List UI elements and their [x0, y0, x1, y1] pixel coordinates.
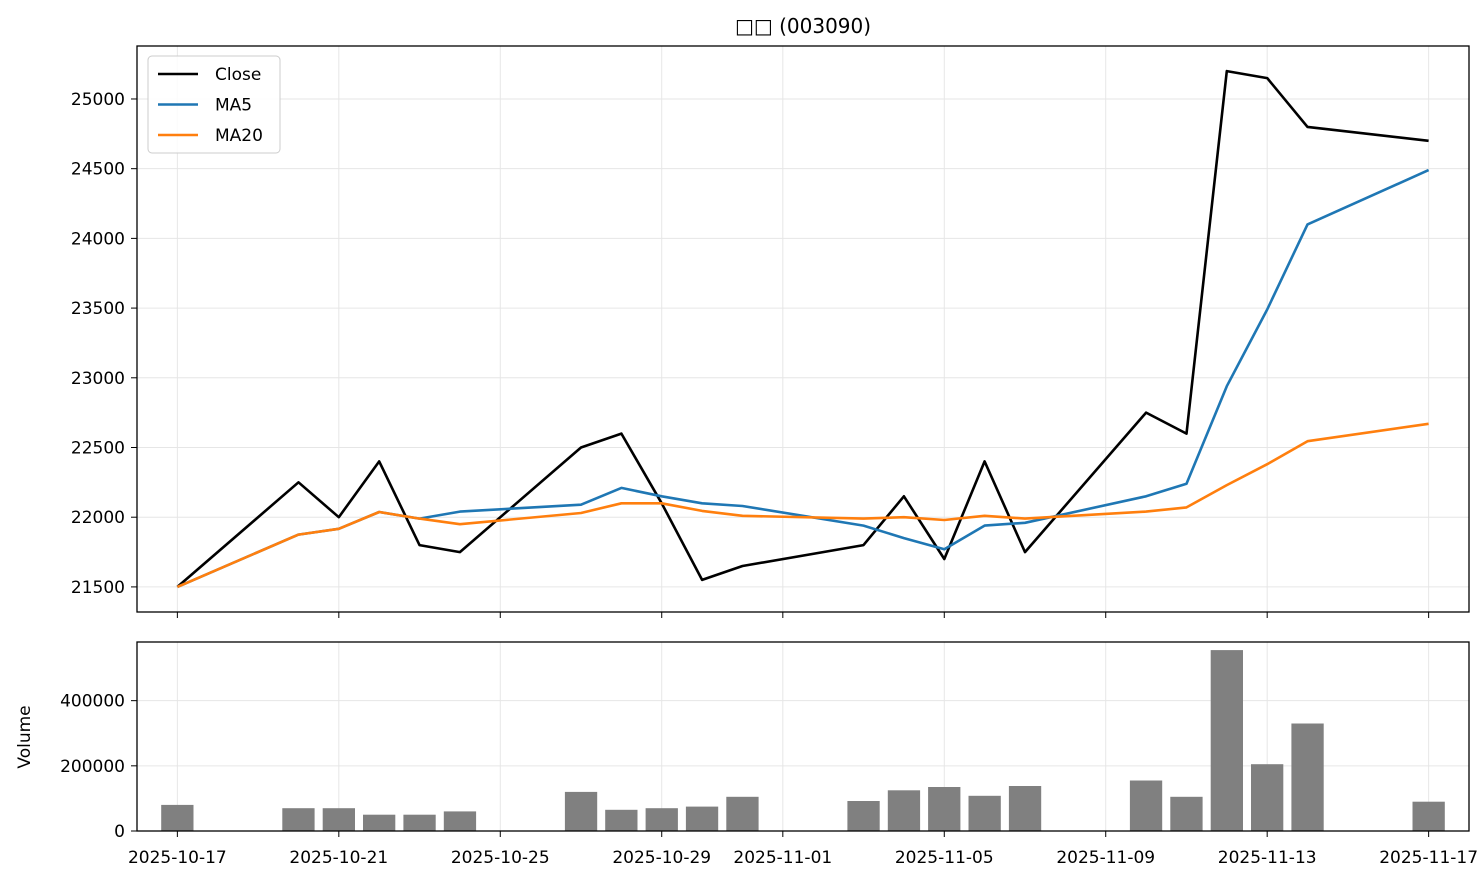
- x-tick-label: 2025-11-05: [895, 848, 994, 868]
- volume-bar: [161, 804, 194, 831]
- series-line-ma5: [176, 168, 1430, 589]
- price-gridlines: [137, 46, 1469, 612]
- price-series: [176, 69, 1430, 589]
- x-tick-label: 2025-11-01: [733, 848, 832, 868]
- volume-axes-frame: [136, 641, 1470, 832]
- volume-y-ticks: 0 200000 400000: [60, 692, 137, 842]
- price-y-tick-label: 25000: [71, 90, 125, 110]
- volume-bar: [1251, 764, 1284, 831]
- volume-bar: [1170, 796, 1203, 831]
- volume-bar: [363, 814, 396, 831]
- chart-title: □□ (003090): [735, 14, 871, 38]
- volume-bar: [1008, 786, 1042, 831]
- volume-bar: [564, 791, 598, 831]
- legend-label: MA5: [215, 96, 252, 116]
- volume-y-tick-label: 400000: [60, 692, 125, 712]
- volume-bar: [1210, 650, 1243, 831]
- legend-label: MA20: [215, 126, 263, 146]
- volume-bar: [847, 801, 880, 831]
- price-y-tick-label: 23500: [71, 299, 125, 319]
- volume-bar: [282, 808, 315, 831]
- price-y-tick-label: 23000: [71, 369, 125, 389]
- volume-bar: [322, 808, 355, 831]
- price-y-tick-label: 21500: [71, 578, 125, 598]
- volume-bar: [1291, 723, 1324, 831]
- legend-box: [147, 55, 281, 154]
- price-axes-frame: [136, 45, 1470, 613]
- volume-y-tick-label: 0: [114, 822, 125, 842]
- legend: Close MA5 MA20: [147, 55, 281, 154]
- x-tick-label: 2025-11-17: [1379, 848, 1478, 868]
- price-y-tick-label: 22000: [71, 508, 125, 528]
- volume-y-axis-label: Volume: [15, 705, 35, 768]
- volume-y-tick-label: 200000: [60, 757, 125, 777]
- series-line-ma20: [176, 422, 1429, 589]
- volume-bar: [928, 787, 961, 831]
- volume-bar: [403, 814, 436, 831]
- volume-bar: [1129, 780, 1163, 831]
- volume-bar: [887, 790, 921, 831]
- price-y-tick-label: 24000: [71, 229, 125, 249]
- volume-bar: [645, 808, 678, 831]
- x-tick-label: 2025-11-09: [1056, 848, 1155, 868]
- volume-bar: [726, 796, 759, 831]
- price-y-ticks: 21500 22000 22500 23000 23500 24000 24500 25000: [71, 90, 137, 598]
- volume-bar: [605, 809, 638, 831]
- x-tick-label: 2025-11-13: [1218, 848, 1317, 868]
- x-ticks: 2025-10-17 2025-10-21 2025-10-25 2025-10-29…: [128, 612, 1478, 868]
- x-tick-label: 2025-10-21: [289, 848, 388, 868]
- volume-bar: [443, 811, 477, 831]
- price-y-tick-label: 22500: [71, 438, 125, 458]
- price-y-tick-label: 24500: [71, 160, 125, 180]
- x-tick-label: 2025-10-29: [612, 848, 711, 868]
- series-line-close: [176, 69, 1429, 588]
- legend-label: Close: [215, 65, 261, 85]
- x-tick-label: 2025-10-17: [128, 848, 227, 868]
- volume-bars: [161, 650, 1445, 831]
- volume-bar: [1412, 801, 1445, 831]
- volume-bar: [968, 795, 1001, 831]
- x-tick-label: 2025-10-25: [451, 848, 550, 868]
- volume-bar: [685, 806, 719, 831]
